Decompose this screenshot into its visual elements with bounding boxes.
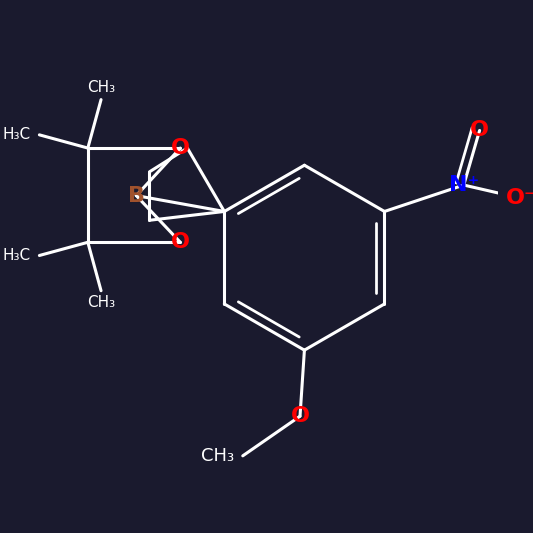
Text: O⁻: O⁻ xyxy=(506,188,533,208)
Text: CH₃: CH₃ xyxy=(201,447,234,465)
Text: H₃C: H₃C xyxy=(3,127,30,142)
Text: CH₃: CH₃ xyxy=(87,295,115,310)
Text: N⁺: N⁺ xyxy=(449,175,479,195)
Text: CH₃: CH₃ xyxy=(87,80,115,95)
Text: O: O xyxy=(171,138,190,158)
Text: O: O xyxy=(171,232,190,252)
Text: B: B xyxy=(128,185,145,206)
Text: O: O xyxy=(290,406,310,426)
Text: H₃C: H₃C xyxy=(3,248,30,263)
Text: O: O xyxy=(470,120,489,140)
